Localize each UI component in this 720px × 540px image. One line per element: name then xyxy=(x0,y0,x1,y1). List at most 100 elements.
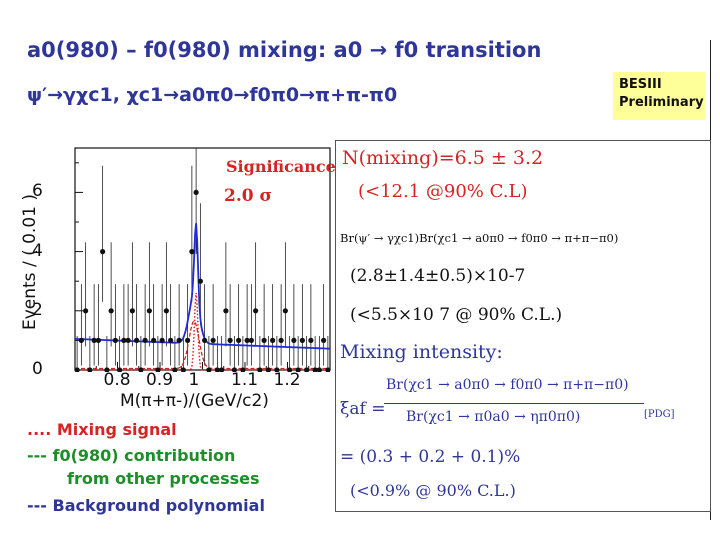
data-point xyxy=(163,308,169,314)
data-point xyxy=(197,278,203,284)
data-point xyxy=(214,367,220,372)
slide-title: a0(980) – f0(980) mixing: a0 → f0 transi… xyxy=(27,38,541,62)
data-point xyxy=(168,337,174,343)
xi-value: = (0.3 + 0.2 + 0.1)% xyxy=(340,447,521,467)
data-point xyxy=(236,337,242,343)
x-tick-label: 1.1 xyxy=(231,370,259,390)
data-point xyxy=(138,367,144,372)
data-point xyxy=(151,337,157,343)
data-point xyxy=(193,189,199,195)
mixing-intensity-label: Mixing intensity: xyxy=(340,341,503,363)
data-point xyxy=(316,367,322,372)
data-point xyxy=(112,337,118,343)
data-point xyxy=(74,367,80,372)
xi-limit: (<0.9% @ 90% C.L.) xyxy=(350,481,516,500)
data-point xyxy=(265,367,271,372)
data-point xyxy=(278,337,284,343)
y-tick-label: 0 xyxy=(32,359,43,379)
xi-symbol: ξaf = xyxy=(340,399,386,419)
data-point xyxy=(185,337,191,343)
data-point xyxy=(134,337,140,343)
data-point xyxy=(312,367,318,372)
fraction-bar xyxy=(384,403,644,404)
data-point xyxy=(248,337,254,343)
data-point xyxy=(100,249,106,255)
br-value: (2.8±1.4±0.5)×10-7 xyxy=(350,266,526,286)
data-point xyxy=(125,337,131,343)
x-tick-label: 0.8 xyxy=(103,370,131,390)
x-tick-label: 1.2 xyxy=(273,370,301,390)
mass-spectrum-plot xyxy=(74,147,331,372)
data-point xyxy=(180,367,186,372)
plot-frame xyxy=(74,147,331,371)
data-point xyxy=(282,308,288,314)
data-point xyxy=(253,308,259,314)
significance-value: 2.0 σ xyxy=(224,186,273,206)
data-point xyxy=(261,337,267,343)
y-tick-label: 2 xyxy=(32,299,43,320)
data-point xyxy=(104,367,110,372)
ratio-numerator: Br(χc1 → a0π0 → f0π0 → π+π−π0) xyxy=(386,377,629,393)
x-tick-label: 1 xyxy=(188,370,200,390)
data-point xyxy=(189,249,195,255)
br-limit: (<5.5×10 7 @ 90% C.L.) xyxy=(350,305,563,325)
data-point xyxy=(117,367,123,372)
results-panel: N(mixing)=6.5 ± 3.2 (<12.1 @90% C.L) Br(… xyxy=(335,140,711,512)
significance-label: Significance: xyxy=(226,157,342,176)
br-product: Br(ψ′ → γχc1)Br(χc1 → a0π0 → f0π0 → π+π−… xyxy=(340,231,619,245)
y-tick-label: 6 xyxy=(32,181,43,202)
data-point xyxy=(206,367,212,372)
legend-f0-contribution: --- f0(980) contribution xyxy=(27,446,236,465)
data-point xyxy=(223,308,229,314)
data-point xyxy=(83,308,89,314)
data-point xyxy=(321,337,327,343)
x-tick-label: 0.9 xyxy=(146,370,174,390)
n-mixing: N(mixing)=6.5 ± 3.2 xyxy=(342,147,544,169)
data-point xyxy=(244,337,250,343)
data-point xyxy=(274,367,280,372)
data-point xyxy=(155,367,161,372)
data-point xyxy=(108,308,114,314)
data-point xyxy=(299,337,305,343)
legend-f0-contribution-cont: from other processes xyxy=(67,469,260,488)
data-point xyxy=(304,367,310,372)
data-point xyxy=(91,337,97,343)
data-point xyxy=(227,337,233,343)
data-point xyxy=(295,367,301,372)
data-point xyxy=(129,308,135,314)
data-point xyxy=(121,337,127,343)
y-tick-label: 4 xyxy=(32,240,43,261)
data-point xyxy=(291,337,297,343)
ratio-denominator: Br(χc1 → π0a0 → ηπ0π0) xyxy=(406,409,581,425)
y-axis-label: Events / ( 0.01 ) xyxy=(20,193,40,331)
besiii-preliminary-badge: BESIII Preliminary xyxy=(613,72,705,120)
data-point xyxy=(325,367,331,372)
data-point xyxy=(210,337,216,343)
badge-line1: BESIII xyxy=(619,77,662,92)
f0-contribution-curve xyxy=(75,320,330,370)
pdg-tag: [PDG] xyxy=(644,409,675,420)
data-point xyxy=(172,367,178,372)
data-point xyxy=(78,337,84,343)
data-point xyxy=(176,337,182,343)
subtitle-text: ψ′→γχc1, χc1→a0π0→f0π0→π+π-π0 xyxy=(27,84,398,106)
legend-background: --- Background polynomial xyxy=(27,496,265,515)
badge-line2: Preliminary xyxy=(619,95,704,110)
n-mixing-limit: (<12.1 @90% C.L) xyxy=(358,181,528,202)
data-point xyxy=(257,367,263,372)
data-point xyxy=(219,367,225,372)
data-point xyxy=(159,337,165,343)
data-point xyxy=(287,367,293,372)
data-point xyxy=(142,337,148,343)
title-text: a0(980) – f0(980) mixing: a0 → f0 transi… xyxy=(27,38,542,62)
data-point xyxy=(95,337,101,343)
legend-mixing-signal: .... Mixing signal xyxy=(27,420,177,439)
data-point xyxy=(240,367,246,372)
data-point xyxy=(146,308,152,314)
data-point xyxy=(308,337,314,343)
data-point xyxy=(231,367,237,372)
slide-subtitle: ψ′→γχc1, χc1→a0π0→f0π0→π+π-π0 xyxy=(27,84,397,106)
data-point xyxy=(87,367,93,372)
data-point xyxy=(202,337,208,343)
x-axis-label: M(π+π-)/(GeV/c2) xyxy=(120,391,269,411)
